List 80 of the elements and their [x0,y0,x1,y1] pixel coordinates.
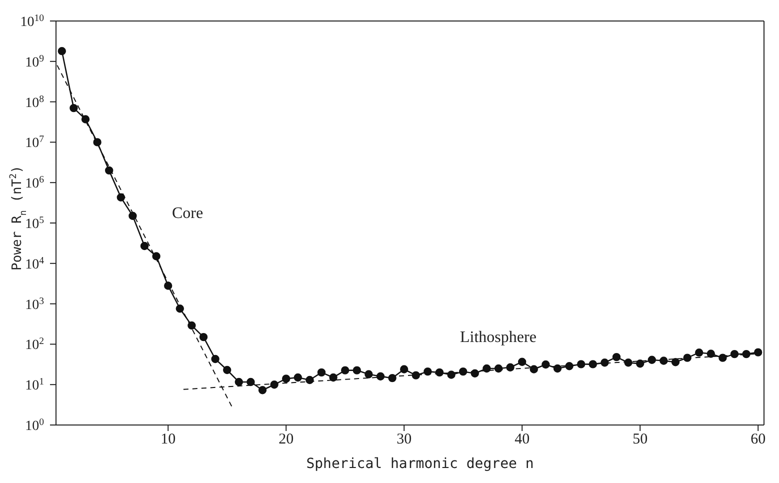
point [435,368,444,377]
point [447,370,456,379]
point [317,368,326,377]
y-tick-label: 10$^{6}$ [25,174,44,192]
point [223,366,232,374]
y-tick-label: 10$^{0}$ [25,416,44,434]
point [70,104,78,112]
point [470,369,479,378]
point [234,378,243,386]
y-tick-label: 10$^{7}$ [25,134,44,152]
point [364,370,373,378]
point [306,376,314,384]
point [624,358,632,367]
x-tick-label: 50 [632,432,648,448]
point [341,366,350,374]
y-tick-label: 10$^{4}$ [25,254,44,272]
point [294,373,302,382]
point [636,360,644,368]
point [424,367,432,376]
point [352,366,361,374]
point [152,252,160,260]
point [176,304,184,313]
point [81,115,90,124]
point [671,358,680,366]
point [211,354,220,364]
y-tick-label: 10$^{3}$ [25,295,44,313]
point [612,352,621,362]
x-tick-label: 60 [750,432,766,448]
point [164,282,172,290]
point [93,138,102,146]
point [246,378,255,386]
point [105,166,114,175]
point [388,374,396,382]
point [140,242,149,250]
point [742,350,750,358]
point [282,374,290,383]
point [188,321,196,330]
y-tick-label: 10$^{8}$ [25,93,44,111]
point [577,360,586,368]
point [116,193,125,202]
point [128,212,137,220]
point [58,46,66,56]
point [530,365,538,374]
point [494,364,503,373]
point [329,373,338,382]
point [542,360,550,369]
point [518,358,526,366]
x-tick-label: 30 [396,432,412,448]
point [412,371,420,380]
point [553,364,562,373]
point [588,360,597,368]
y-tick-label: 10$^{10}$ [20,12,44,30]
point [718,354,727,362]
point [730,350,739,358]
y-tick-label: 10$^{1}$ [25,376,44,394]
point [459,367,468,376]
point [400,365,408,374]
y-tick-label: 10$^{9}$ [25,52,44,70]
x-tick-label: 10 [160,432,176,448]
point [376,372,385,380]
y-tick-label: 10$^{2}$ [25,336,44,354]
point [683,354,692,362]
point [270,380,278,389]
x-tick-label: 40 [514,432,530,448]
point [258,386,267,394]
annotation: Lithosphere [460,329,536,346]
point [199,332,208,342]
point [660,356,668,365]
point [706,350,715,358]
point [506,363,514,372]
point [648,356,656,364]
point [754,348,762,356]
x-tick-label: 20 [278,432,294,448]
point [695,348,704,357]
x-axis-title: Spherical harmonic degree n [306,456,534,472]
annotation: Core [172,205,204,222]
point [482,364,491,373]
point [565,362,574,370]
point [600,358,609,367]
y-tick-label: 10$^{5}$ [25,214,44,232]
